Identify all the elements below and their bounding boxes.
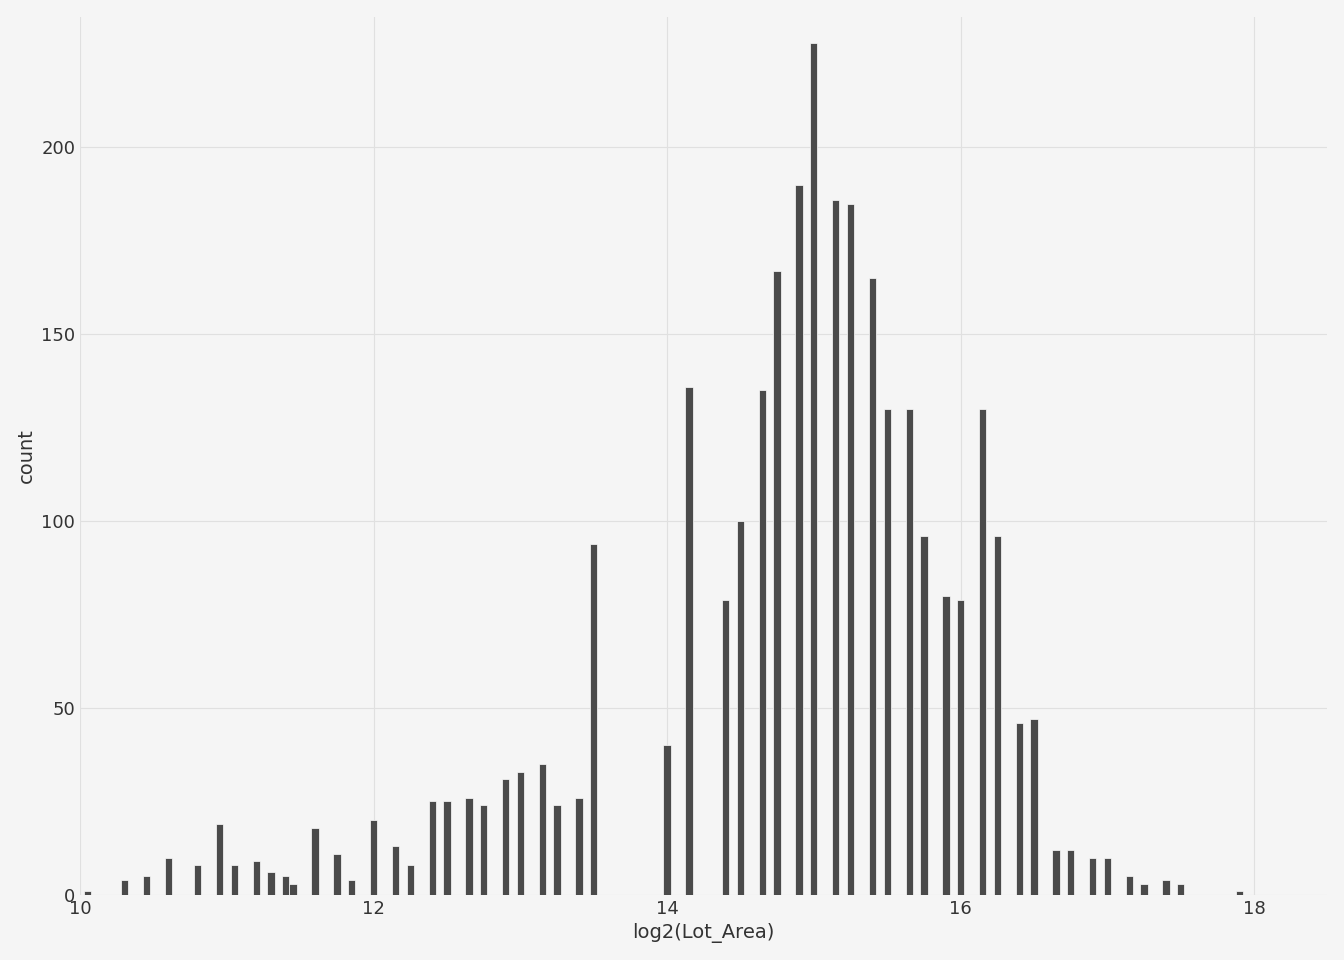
Bar — [216, 824, 223, 895]
Bar — [164, 857, 172, 895]
Bar — [832, 200, 840, 895]
Bar — [796, 185, 802, 895]
Bar — [810, 43, 817, 895]
Bar — [1031, 719, 1038, 895]
Bar — [289, 884, 297, 895]
Bar — [957, 600, 964, 895]
Bar — [407, 865, 414, 895]
Bar — [722, 600, 730, 895]
Bar — [121, 880, 128, 895]
Bar — [921, 536, 927, 895]
Bar — [1140, 884, 1148, 895]
Bar — [253, 861, 259, 895]
Bar — [664, 745, 671, 895]
Bar — [1163, 880, 1169, 895]
Bar — [348, 880, 355, 895]
Bar — [392, 847, 399, 895]
Bar — [883, 409, 891, 895]
Bar — [759, 391, 766, 895]
Bar — [906, 409, 913, 895]
Bar — [539, 764, 546, 895]
Bar — [1089, 857, 1097, 895]
X-axis label: log2(Lot_Area): log2(Lot_Area) — [633, 924, 775, 944]
Bar — [685, 387, 692, 895]
Bar — [868, 278, 876, 895]
Y-axis label: count: count — [16, 428, 36, 483]
Bar — [465, 798, 473, 895]
Bar — [1235, 891, 1243, 895]
Bar — [978, 409, 986, 895]
Bar — [516, 772, 524, 895]
Bar — [773, 271, 781, 895]
Bar — [267, 873, 274, 895]
Bar — [480, 805, 488, 895]
Bar — [83, 891, 91, 895]
Bar — [231, 865, 238, 895]
Bar — [737, 521, 745, 895]
Bar — [1016, 723, 1023, 895]
Bar — [282, 876, 289, 895]
Bar — [993, 536, 1001, 895]
Bar — [1125, 876, 1133, 895]
Bar — [333, 853, 340, 895]
Bar — [847, 204, 855, 895]
Bar — [503, 780, 509, 895]
Bar — [575, 798, 583, 895]
Bar — [590, 543, 597, 895]
Bar — [142, 876, 151, 895]
Bar — [1103, 857, 1111, 895]
Bar — [444, 802, 450, 895]
Bar — [942, 596, 949, 895]
Bar — [370, 820, 378, 895]
Bar — [554, 805, 560, 895]
Bar — [1052, 850, 1059, 895]
Bar — [429, 802, 435, 895]
Bar — [1177, 884, 1184, 895]
Bar — [312, 828, 319, 895]
Bar — [1067, 850, 1074, 895]
Bar — [194, 865, 202, 895]
